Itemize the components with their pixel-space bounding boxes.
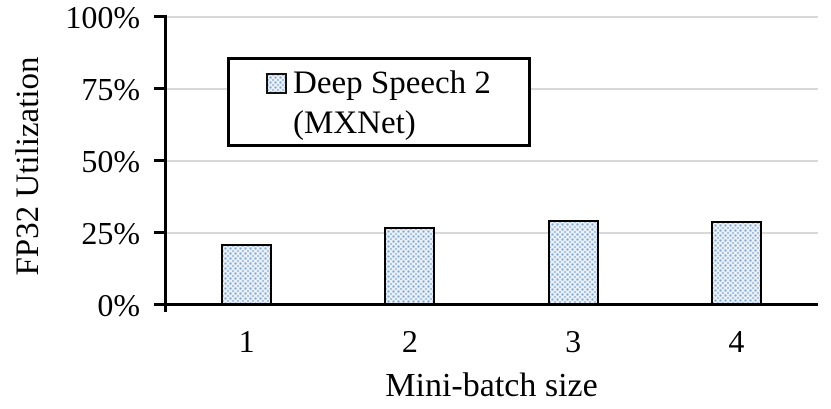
y-tick-25% (154, 231, 165, 234)
bar-batch-3 (547, 219, 599, 306)
gridline-100% (165, 15, 818, 18)
legend-label: Deep Speech 2 (MXNet) (293, 63, 491, 143)
legend-marker-deep-speech-2 (266, 73, 287, 94)
gridline-50% (165, 159, 818, 162)
x-axis-title: Mini-batch size (385, 367, 598, 404)
x-tick-label-3: 3 (565, 323, 582, 359)
y-tick-label-50%: 50% (81, 142, 140, 179)
legend-label-line-2: (MXNet) (293, 105, 416, 141)
legend: Deep Speech 2 (MXNet) (227, 57, 531, 147)
x-axis-line (154, 303, 818, 306)
bar-batch-2 (384, 226, 436, 306)
y-tick-label-25%: 25% (81, 214, 140, 251)
bar-batch-4 (710, 220, 762, 306)
y-axis-line (163, 15, 167, 312)
gridline-25% (165, 231, 818, 234)
y-tick-label-75%: 75% (81, 70, 140, 107)
y-tick-100% (154, 15, 165, 18)
y-tick-label-0%: 0% (97, 286, 140, 323)
y-tick-50% (154, 159, 165, 162)
y-tick-75% (154, 87, 165, 90)
x-tick-label-2: 2 (401, 323, 418, 359)
x-tick-label-4: 4 (728, 323, 745, 359)
y-tick-label-100%: 100% (65, 0, 140, 35)
legend-label-line-1: Deep Speech 2 (293, 65, 491, 101)
x-tick-label-1: 1 (238, 323, 255, 359)
bar-batch-1 (221, 244, 273, 306)
